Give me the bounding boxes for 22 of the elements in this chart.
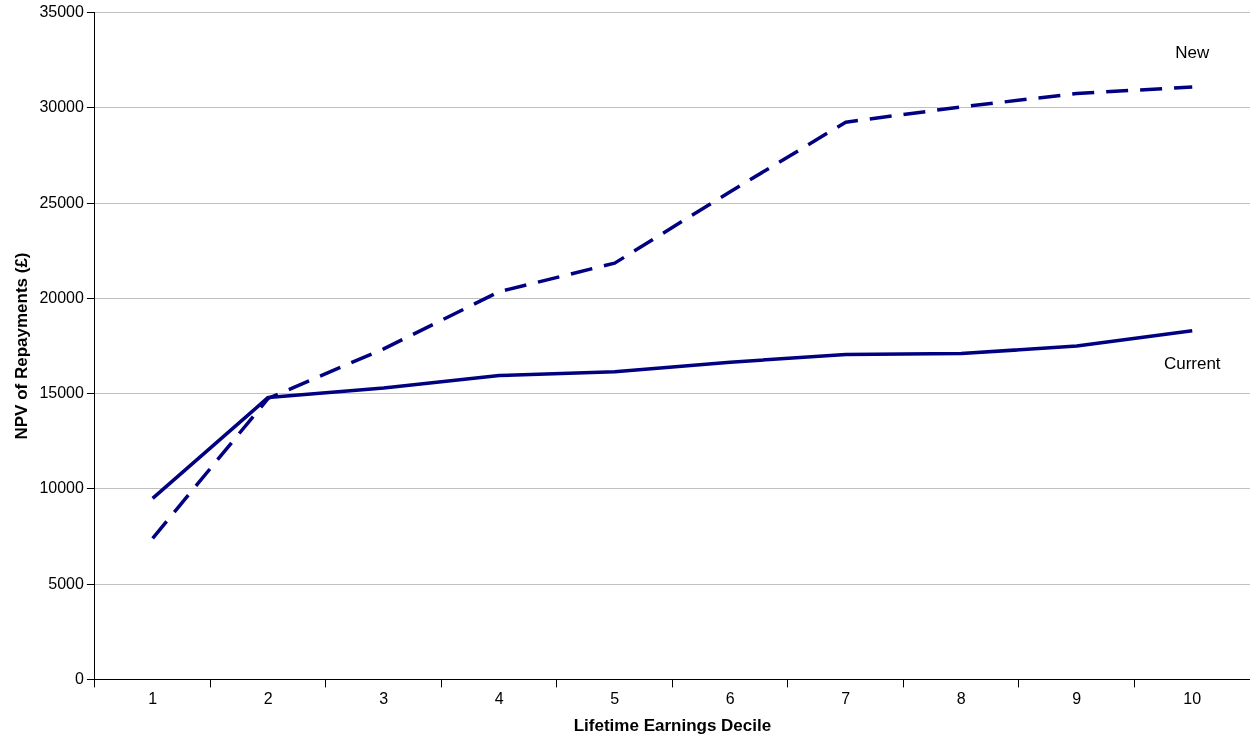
y-tick-label: 10000 xyxy=(39,479,84,497)
y-tick-label: 5000 xyxy=(48,574,84,592)
x-tick-label: 1 xyxy=(148,690,158,708)
series-label: New xyxy=(1175,42,1210,62)
x-tick-label: 2 xyxy=(263,690,273,708)
x-tick-label: 7 xyxy=(841,690,851,708)
x-tick-label: 9 xyxy=(1072,690,1082,708)
x-tick-label: 5 xyxy=(610,690,620,708)
y-tick-label: 20000 xyxy=(39,288,84,306)
y-tick-label: 0 xyxy=(74,669,84,687)
x-tick-label: 3 xyxy=(379,690,389,708)
y-axis-title: NPV of Repayments (£) xyxy=(11,252,31,440)
x-tick-label: 10 xyxy=(1183,690,1202,708)
y-tick-label: 30000 xyxy=(39,98,84,116)
series-label: Current xyxy=(1163,354,1221,374)
y-tick-label: 35000 xyxy=(39,3,84,21)
x-tick-label: 8 xyxy=(956,690,966,708)
y-tick-label: 15000 xyxy=(39,384,84,402)
x-tick-label: 6 xyxy=(725,690,735,708)
x-tick-label: 4 xyxy=(494,690,504,708)
x-axis-title: Lifetime Earnings Decile xyxy=(573,716,772,736)
y-tick-label: 25000 xyxy=(39,193,84,211)
